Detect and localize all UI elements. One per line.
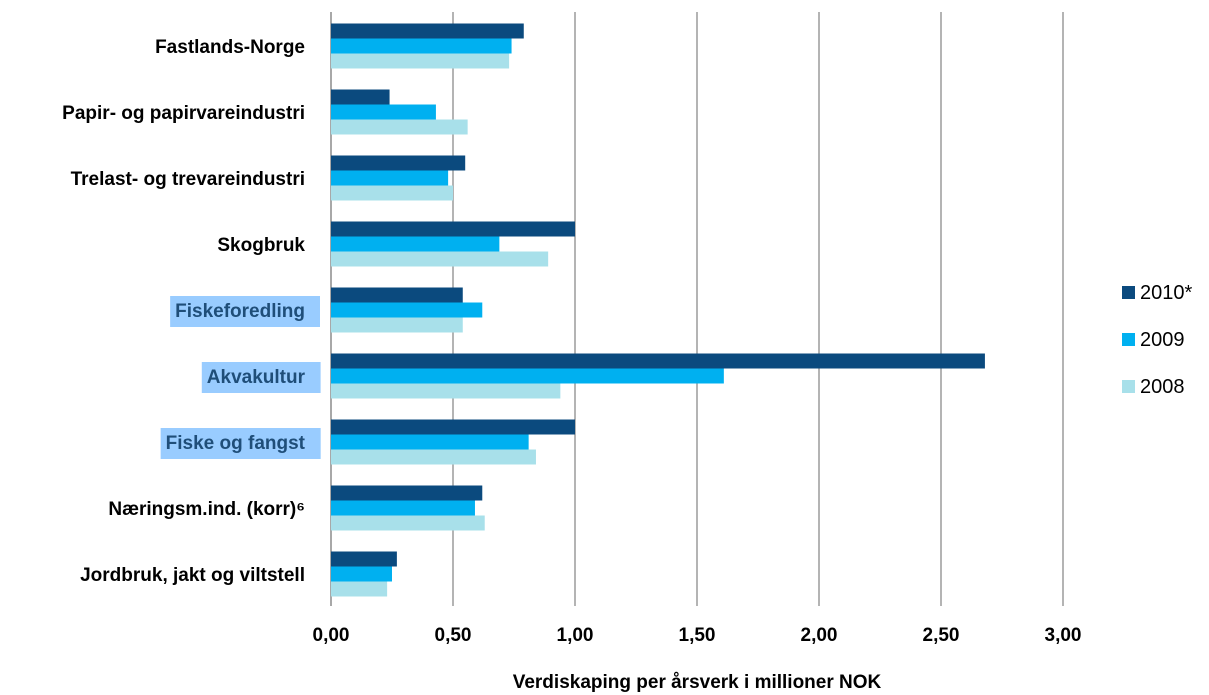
- bar-2009-3: [331, 236, 500, 252]
- x-tick-labels: 0,00 0,50 1,00 1,50 2,00 2,50 3,00: [313, 625, 1082, 646]
- bar-2009-5: [331, 368, 724, 384]
- bar-2008-6: [331, 449, 536, 465]
- category-label: Trelast- og trevareindustri: [71, 169, 305, 190]
- legend: 2010* 2009 2008: [1122, 282, 1192, 398]
- legend-swatch: [1122, 380, 1135, 393]
- legend-swatch: [1122, 286, 1135, 299]
- category-label: Fiske og fangst: [166, 433, 306, 454]
- category-label: Skogbruk: [217, 235, 305, 256]
- gridlines: [330, 12, 1064, 606]
- x-tick-label: 1,50: [679, 625, 716, 646]
- bar-2010-2: [331, 155, 466, 171]
- bar-2009-7: [331, 500, 475, 516]
- category-label: Fiskeforedling: [175, 301, 305, 322]
- category-label: Jordbruk, jakt og viltstell: [80, 565, 305, 586]
- bar-2008-7: [331, 515, 485, 531]
- category-label: Akvakultur: [207, 367, 306, 388]
- x-tick-label: 2,50: [923, 625, 960, 646]
- bar-2009-4: [331, 302, 483, 318]
- bar-2008-4: [331, 317, 463, 333]
- legend-label: 2010*: [1140, 282, 1192, 304]
- category-label: Næringsm.ind. (korr)⁶: [108, 499, 305, 520]
- legend-label: 2008: [1140, 376, 1185, 398]
- x-tick-label: 0,00: [313, 625, 350, 646]
- bar-2010-7: [331, 485, 483, 501]
- bar-2010-8: [331, 551, 397, 567]
- x-tick-label: 0,50: [435, 625, 472, 646]
- category-label: Papir- og papirvareindustri: [62, 103, 305, 124]
- category-highlights: [160, 296, 321, 459]
- category-labels: Fastlands-Norge Papir- og papirvareindust…: [62, 37, 305, 586]
- bar-2010-1: [331, 89, 390, 105]
- bar-2008-1: [331, 119, 468, 135]
- bar-2009-0: [331, 38, 512, 54]
- bar-2009-2: [331, 170, 449, 186]
- bar-2008-2: [331, 185, 453, 201]
- x-tick-label: 2,00: [801, 625, 838, 646]
- bar-2009-8: [331, 566, 392, 582]
- x-tick-label: 1,00: [557, 625, 594, 646]
- category-highlight: [170, 296, 320, 327]
- bar-2010-3: [331, 221, 575, 237]
- category-label: Fastlands-Norge: [155, 37, 305, 58]
- category-highlight: [201, 362, 321, 393]
- bar-2010-4: [331, 287, 463, 303]
- bar-2009-6: [331, 434, 529, 450]
- bar-2010-6: [331, 419, 575, 435]
- bars: [331, 23, 985, 597]
- bar-2008-3: [331, 251, 549, 267]
- bar-2009-1: [331, 104, 436, 120]
- bar-2008-0: [331, 53, 510, 69]
- legend-label: 2009: [1140, 329, 1185, 351]
- bar-2010-5: [331, 353, 985, 369]
- x-tick-label: 3,00: [1045, 625, 1082, 646]
- category-highlight: [160, 428, 321, 459]
- bar-2010-0: [331, 23, 524, 39]
- bar-2008-5: [331, 383, 561, 399]
- x-axis-label: Verdiskaping per årsverk i millioner NOK: [513, 672, 882, 693]
- bar-2008-8: [331, 581, 388, 597]
- legend-swatch: [1122, 333, 1135, 346]
